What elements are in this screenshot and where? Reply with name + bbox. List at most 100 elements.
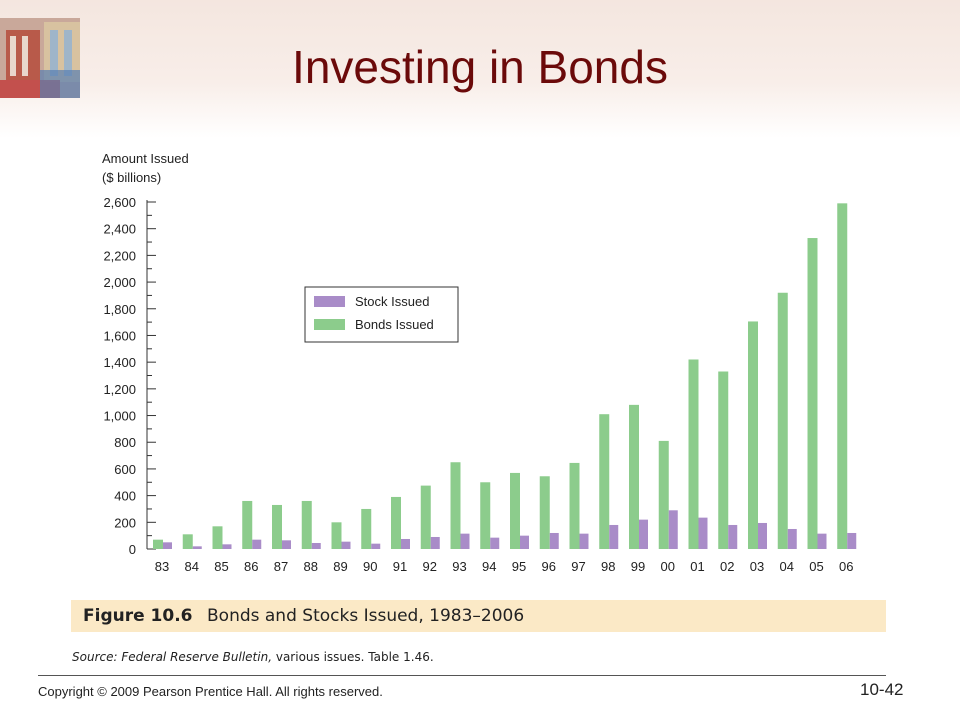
x-tick-label: 92 [423,559,437,574]
bar-stock-03 [758,522,767,549]
bar-bonds-95 [510,472,520,549]
bar-bonds-91 [391,496,401,549]
x-tick-label: 94 [482,559,496,574]
x-tick-label: 88 [304,559,318,574]
x-tick-label: 90 [363,559,377,574]
bar-chart: Amount Issued ($ billions) 0200400600800… [102,151,857,574]
x-tick-label: 87 [274,559,288,574]
x-tick-label: 05 [809,559,823,574]
y-tick-label: 1,800 [103,302,136,317]
bar-stock-01 [698,517,708,549]
x-tick-label: 03 [750,559,764,574]
y-tick-label: 2,000 [103,275,136,290]
bar-stock-88 [311,542,321,549]
bar-bonds-86 [242,500,253,549]
y-tick-label: 0 [129,542,136,557]
bar-stock-93 [460,533,470,549]
bar-stock-99 [639,519,648,549]
y-tick-label: 1,400 [103,355,136,370]
y-axis-label-line1: Amount Issued [102,151,189,166]
bar-stock-91 [401,538,410,549]
legend-swatch-stock [314,296,345,307]
y-tick-label: 800 [114,435,136,450]
x-tick-label: 89 [333,559,347,574]
bar-bonds-90 [361,508,372,549]
figure-caption: Bonds and Stocks Issued, 1983–2006 [207,606,525,626]
bar-stock-04 [787,528,797,549]
x-tick-label: 91 [393,559,407,574]
x-tick-label: 04 [780,559,794,574]
bar-bonds-92 [420,485,431,549]
bar-stock-96 [549,532,559,549]
footer-divider [38,675,886,676]
legend-label-stock: Stock Issued [355,294,429,309]
bar-stock-89 [341,541,351,549]
x-tick-label: 93 [452,559,466,574]
bar-bonds-06 [837,203,848,550]
bars-group [153,203,857,550]
y-tick-label: 600 [114,462,136,477]
y-tick-label: 200 [114,515,136,530]
y-axis-label-line2: ($ billions) [102,170,161,185]
bar-bonds-97 [569,462,580,549]
y-tick-label: 1,200 [103,382,136,397]
y-tick-label: 1,600 [103,328,136,343]
y-tick-label: 1,000 [103,409,136,424]
bar-stock-87 [282,540,291,549]
x-tick-label: 02 [720,559,734,574]
bar-bonds-00 [658,440,669,549]
source-rest: various issues. Table 1.46. [275,650,434,664]
x-tick-label: 83 [155,559,169,574]
y-tick-label: 2,200 [103,248,136,263]
x-tick-label: 85 [214,559,228,574]
bar-stock-84 [192,546,202,549]
x-tick-label: 96 [542,559,556,574]
slide-title: Investing in Bonds [292,41,668,93]
bar-stock-86 [252,539,262,549]
y-tick-label: 400 [114,489,136,504]
bar-stock-00 [668,510,678,549]
bar-stock-92 [430,536,440,549]
slide-number: 10-42 [860,680,904,699]
bar-bonds-05 [807,238,818,550]
bar-stock-83 [163,542,172,549]
copyright-text: Copyright © 2009 Pearson Prentice Hall. … [38,684,383,699]
bar-bonds-96 [539,476,550,549]
bar-bonds-94 [480,482,491,549]
bar-bonds-98 [599,414,610,549]
figure-source: Source: Federal Reserve Bulletin, variou… [72,650,434,664]
figure-number: Figure 10.6 [83,606,193,626]
legend-swatch-bonds [314,319,345,330]
bar-bonds-84 [182,534,193,549]
y-tick-label: 2,600 [103,195,136,210]
x-tick-label: 95 [512,559,526,574]
bar-stock-85 [222,544,232,549]
x-axis: 83 84 85 86 87 88 89 90 91 92 93 94 95 96 97 98 99 00 01 02… [155,559,854,574]
bar-bonds-02 [718,371,729,549]
bar-bonds-04 [777,292,788,549]
bar-bonds-99 [629,404,639,549]
bar-stock-90 [371,543,381,549]
bar-bonds-01 [688,359,699,549]
bar-bonds-93 [450,462,461,549]
x-tick-label: 01 [690,559,704,574]
x-tick-label: 00 [661,559,675,574]
bar-bonds-89 [331,522,342,549]
x-tick-label: 98 [601,559,615,574]
bar-stock-02 [728,524,738,549]
x-tick-label: 97 [571,559,585,574]
bar-stock-95 [520,535,529,549]
legend-label-bonds: Bonds Issued [355,317,434,332]
bar-bonds-88 [301,500,312,549]
x-tick-label: 99 [631,559,645,574]
bar-stock-05 [817,533,827,549]
legend: Stock Issued Bonds Issued [304,286,459,343]
bar-bonds-83 [153,539,163,549]
bar-stock-06 [847,532,857,549]
source-title: Federal Reserve Bulletin, [121,650,273,664]
source-label: Source: [72,650,118,664]
bar-stock-98 [609,524,619,549]
y-axis: 0 200 400 600 800 1,000 1,200 1,400 1,600 1,800 2,… [103,195,156,557]
figure-caption-bar: Figure 10.6 Bonds and Stocks Issued, 198… [71,600,886,632]
bar-bonds-87 [272,504,282,549]
